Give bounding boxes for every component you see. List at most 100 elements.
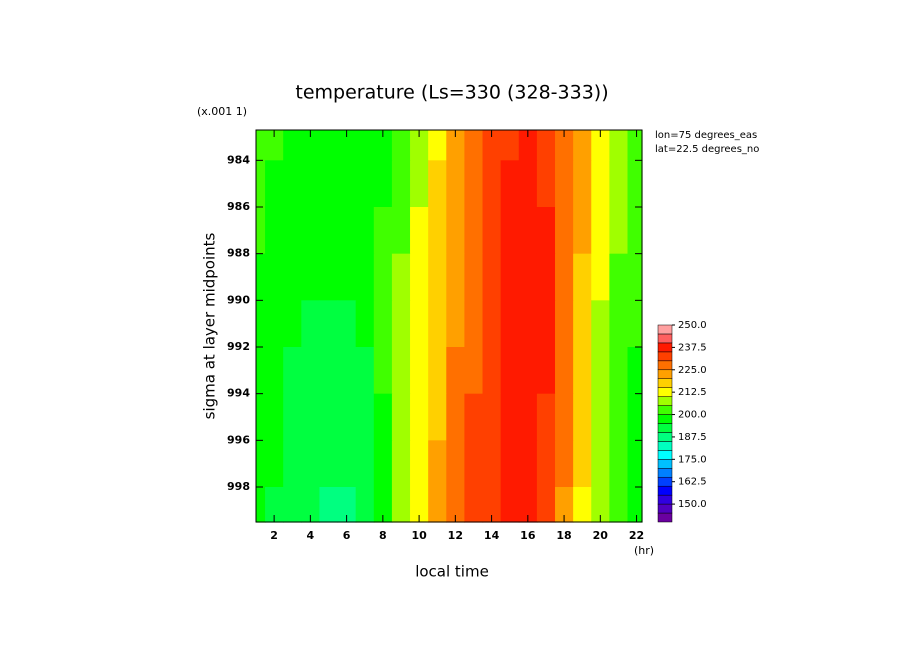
x-tick-label: 16 xyxy=(520,529,536,542)
x-unit: (hr) xyxy=(634,544,654,557)
contour-cell xyxy=(609,487,629,523)
contour-cell xyxy=(265,253,284,301)
contour-cell xyxy=(319,487,339,523)
contour-cell xyxy=(373,207,393,255)
contour-cell xyxy=(337,130,357,161)
contour-cell xyxy=(500,300,520,348)
colorbar-band xyxy=(657,342,673,353)
contour-cell xyxy=(555,130,574,161)
contour-cell xyxy=(482,487,502,523)
axes: 2 4 6 8 10 12 14 16 18 20 22 984 986 988 990 992 994 996 9… xyxy=(227,129,707,542)
contour-cell xyxy=(446,160,466,208)
contour-cell xyxy=(337,160,357,208)
contour-cell xyxy=(555,160,574,208)
contour-cell xyxy=(301,253,321,301)
contour-cell xyxy=(391,393,411,441)
contour-cell xyxy=(373,160,393,208)
y-unit: (x.001 1) xyxy=(197,105,247,118)
contour-cell xyxy=(464,207,484,255)
colorbar-band xyxy=(657,333,673,344)
contour-cell xyxy=(482,130,502,161)
x-tick-label: 10 xyxy=(411,529,427,542)
contour-cell xyxy=(500,347,520,395)
x-tick-label: 14 xyxy=(484,529,500,542)
contour-cell xyxy=(627,130,643,161)
plot-frame xyxy=(255,129,643,523)
contour-cell xyxy=(627,440,643,488)
contour-cell xyxy=(627,347,643,395)
contour-cell xyxy=(337,300,357,348)
colorbar-band xyxy=(657,414,673,424)
contour-cell xyxy=(265,393,284,441)
colorbar-label: 162.5 xyxy=(678,477,707,488)
contour-cell xyxy=(355,207,375,255)
contour-cell xyxy=(446,253,466,301)
colorbar-band xyxy=(657,378,673,388)
contour-cell xyxy=(500,440,520,488)
contour-cell xyxy=(627,300,643,348)
contour-cell xyxy=(355,347,375,395)
contour-cell xyxy=(591,347,610,395)
contour-cell xyxy=(319,130,339,161)
y-tick-label: 994 xyxy=(227,387,250,400)
contour-cell xyxy=(337,393,357,441)
contour-cell xyxy=(500,393,520,441)
contour-cell xyxy=(265,160,284,208)
contour-cell xyxy=(283,160,302,208)
colorbar-label: 225.0 xyxy=(678,365,707,376)
contour-cell xyxy=(256,160,266,208)
contour-cell xyxy=(446,300,466,348)
colorbar-band xyxy=(657,432,673,442)
contour-cell xyxy=(500,160,520,208)
contour-cell xyxy=(373,487,393,523)
contour-cell xyxy=(283,207,302,255)
contour-cell xyxy=(518,160,538,208)
contour-cell xyxy=(256,207,266,255)
colorbar-band xyxy=(657,476,673,487)
contour-cell xyxy=(536,487,556,523)
contour-cell xyxy=(573,207,592,255)
contour-cell xyxy=(256,300,266,348)
contour-cell xyxy=(573,300,592,348)
contour-cell xyxy=(627,207,643,255)
contour-cell xyxy=(391,347,411,395)
contour-cell xyxy=(410,487,429,523)
contour-cell xyxy=(301,160,321,208)
contour-cell xyxy=(355,253,375,301)
colorbar-label: 250.0 xyxy=(678,320,707,331)
contour-cell xyxy=(319,440,339,488)
contour-cell xyxy=(482,253,502,301)
contour-cell xyxy=(591,130,610,161)
contour-cell xyxy=(591,393,610,441)
contour-cell xyxy=(446,207,466,255)
contour-cell xyxy=(518,347,538,395)
contour-cell xyxy=(428,300,447,348)
contour-cell xyxy=(337,487,357,523)
contour-cell xyxy=(573,487,592,523)
contour-cell xyxy=(337,253,357,301)
contour-cell xyxy=(518,130,538,161)
contour-cell xyxy=(518,393,538,441)
colorbar-band xyxy=(657,459,673,469)
contour-cell xyxy=(355,130,375,161)
contour-cell xyxy=(283,440,302,488)
contour-cell xyxy=(518,487,538,523)
contour-cell xyxy=(446,347,466,395)
contour-cell xyxy=(283,300,302,348)
contour-cell xyxy=(518,207,538,255)
contour-cell xyxy=(301,393,321,441)
contour-cell xyxy=(283,487,302,523)
contour-cell xyxy=(518,440,538,488)
contour-cell xyxy=(355,393,375,441)
contour-cell xyxy=(446,440,466,488)
contour-cell xyxy=(256,347,266,395)
y-axis-label: sigma at layer midpoints xyxy=(201,232,219,419)
contour-cell xyxy=(265,487,284,523)
contour-cell xyxy=(428,130,447,161)
contour-cell xyxy=(518,253,538,301)
contour-cell xyxy=(410,347,429,395)
x-tick-label: 12 xyxy=(448,529,463,542)
contour-cell xyxy=(265,130,284,161)
contour-cell xyxy=(555,207,574,255)
colorbar-label: 212.5 xyxy=(678,387,707,398)
